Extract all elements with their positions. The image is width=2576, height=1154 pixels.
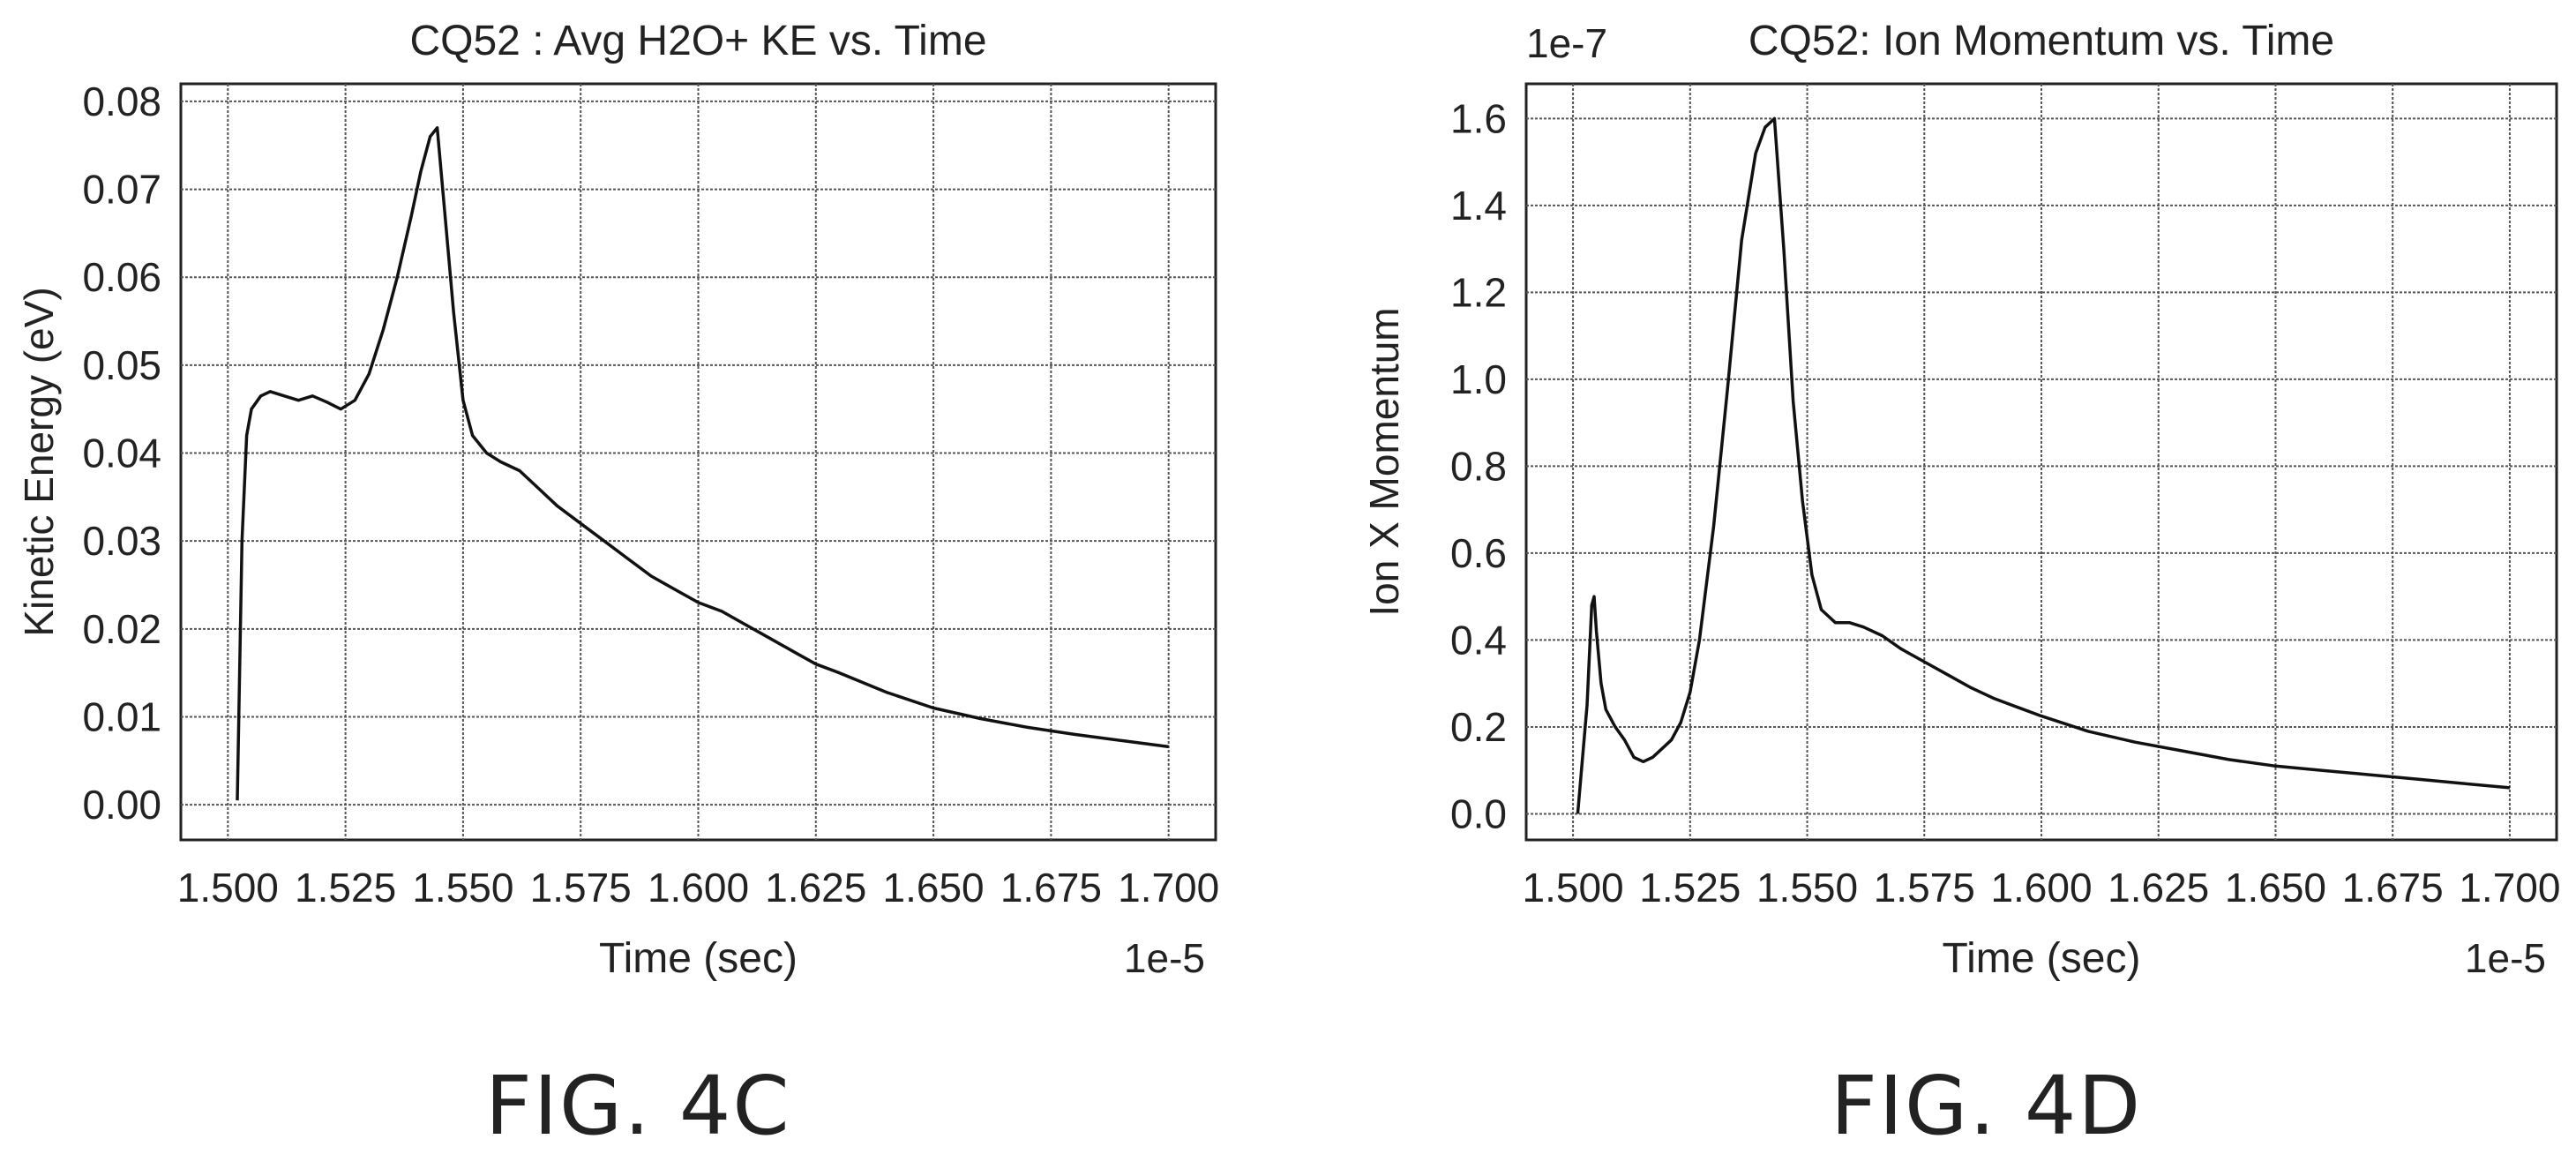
chart1-x-tick-label: 1.700: [1118, 865, 1219, 910]
chart2-x-tick-label: 1.625: [2108, 865, 2209, 910]
chart2-title: CQ52: Ion Momentum vs. Time: [1749, 18, 2334, 64]
chart1-x-axis-label: Time (sec): [599, 935, 798, 982]
chart2-y-multiplier: 1e-7: [1526, 20, 1607, 66]
figure-caption-4d: FIG. 4D: [1831, 1059, 2143, 1153]
chart1-x-multiplier: 1e-5: [1124, 935, 1205, 981]
chart1-x-tick-label: 1.600: [648, 865, 749, 910]
chart1-y-tick-label: 0.05: [82, 342, 161, 388]
chart1-x-tick-label: 1.675: [1000, 865, 1102, 910]
chart2-x-tick-label: 1.500: [1523, 865, 1624, 910]
chart2-y-axis-label: Ion X Momentum: [1361, 307, 1407, 616]
chart2-y-tick-label: 1.2: [1450, 269, 1507, 315]
chart2-y-tick-label: 0.0: [1450, 791, 1507, 836]
chart1-y-tick-label: 0.00: [82, 782, 161, 828]
chart2-y-tick-label: 1.0: [1450, 356, 1507, 402]
chart2-y-tick-label: 0.2: [1450, 704, 1507, 750]
chart2-x-tick-label: 1.600: [1990, 865, 2092, 910]
chart1-x-tick-label: 1.625: [765, 865, 866, 910]
chart2-y-tick-label: 0.4: [1450, 617, 1507, 663]
chart1-x-tick-label: 1.575: [530, 865, 632, 910]
chart1-x-tick-label: 1.525: [295, 865, 396, 910]
chart1-series-line: [236, 126, 1169, 801]
chart1-y-tick-label: 0.04: [82, 431, 161, 476]
chart2-y-tick-label: 0.6: [1450, 530, 1507, 576]
chart1-y-axis-label: Kinetic Energy (eV): [16, 287, 62, 636]
chart1-y-tick-label: 0.01: [82, 693, 161, 739]
chart2-y-tick-label: 1.6: [1450, 95, 1507, 141]
chart2-x-multiplier: 1e-5: [2465, 935, 2546, 981]
chart2-x-tick-label: 1.700: [2459, 865, 2560, 910]
chart2-x-axis-label: Time (sec): [1943, 935, 2141, 982]
chart2-x-tick-label: 1.575: [1874, 865, 1975, 910]
chart2-x-tick-label: 1.650: [2225, 865, 2326, 910]
chart1-x-tick-label: 1.550: [412, 865, 513, 910]
chart1-y-tick-label: 0.03: [82, 518, 161, 564]
chart1-x-tick-label: 1.500: [177, 865, 279, 910]
chart1-plot-frame: [179, 82, 1217, 842]
chart1-y-tick-label: 0.07: [82, 167, 161, 213]
chart2-y-tick-label: 1.4: [1450, 183, 1507, 229]
chart1-y-tick-label: 0.08: [82, 79, 161, 124]
chart2-x-tick-label: 1.675: [2342, 865, 2444, 910]
chart2-x-tick-label: 1.550: [1756, 865, 1858, 910]
chart1-title: CQ52 : Avg H2O+ KE vs. Time: [409, 18, 986, 64]
chart1-y-tick-label: 0.02: [82, 606, 161, 652]
chart1-y-tick-label: 0.06: [82, 254, 161, 300]
chart2-series-line: [1576, 116, 2511, 814]
figure-caption-4c: FIG. 4C: [485, 1059, 791, 1153]
chart1-x-tick-label: 1.650: [883, 865, 985, 910]
chart2-y-tick-label: 0.8: [1450, 443, 1507, 489]
chart2-x-tick-label: 1.525: [1639, 865, 1741, 910]
